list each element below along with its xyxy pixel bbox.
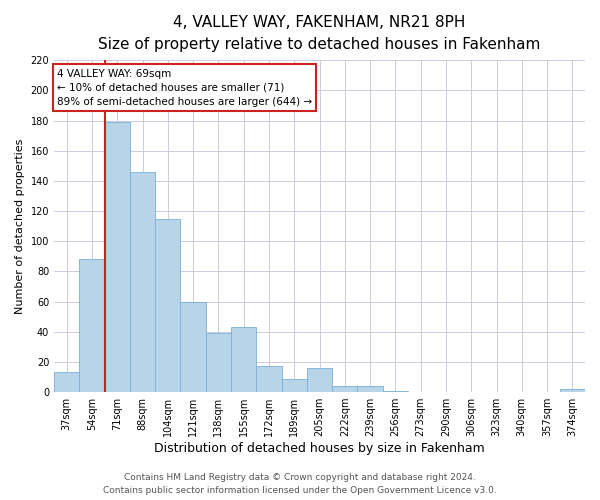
- Bar: [560, 389, 585, 392]
- Text: 4 VALLEY WAY: 69sqm
← 10% of detached houses are smaller (71)
89% of semi-detach: 4 VALLEY WAY: 69sqm ← 10% of detached ho…: [56, 68, 312, 106]
- Bar: [155, 218, 181, 392]
- Bar: [181, 302, 206, 392]
- X-axis label: Distribution of detached houses by size in Fakenham: Distribution of detached houses by size …: [154, 442, 485, 455]
- Y-axis label: Number of detached properties: Number of detached properties: [15, 138, 25, 314]
- Bar: [358, 386, 383, 392]
- Bar: [383, 390, 408, 392]
- Bar: [130, 172, 155, 392]
- Bar: [79, 260, 104, 392]
- Bar: [332, 386, 358, 392]
- Bar: [256, 366, 281, 392]
- Bar: [54, 372, 79, 392]
- Bar: [104, 122, 130, 392]
- Title: 4, VALLEY WAY, FAKENHAM, NR21 8PH
Size of property relative to detached houses i: 4, VALLEY WAY, FAKENHAM, NR21 8PH Size o…: [98, 15, 541, 52]
- Bar: [206, 334, 231, 392]
- Bar: [281, 378, 307, 392]
- Bar: [231, 327, 256, 392]
- Text: Contains HM Land Registry data © Crown copyright and database right 2024.
Contai: Contains HM Land Registry data © Crown c…: [103, 474, 497, 495]
- Bar: [307, 368, 332, 392]
